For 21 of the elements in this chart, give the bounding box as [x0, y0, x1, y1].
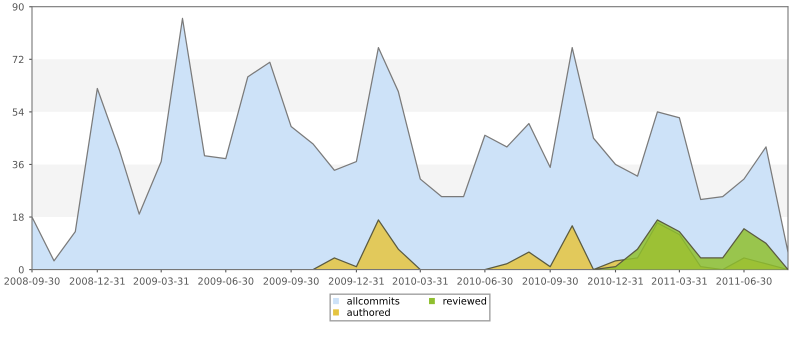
- x-tick-label: 2010-09-30: [522, 277, 578, 285]
- y-tick-label: 0: [18, 266, 24, 274]
- x-tick-label: 2008-09-30: [4, 277, 60, 285]
- x-tick-label: 2011-06-30: [716, 277, 772, 285]
- x-tick-label: 2009-03-31: [134, 277, 189, 285]
- y-tick-label: 72: [12, 56, 24, 64]
- y-tick-label: 36: [12, 160, 24, 168]
- x-tick-label: 2009-06-30: [198, 277, 254, 285]
- x-tick-label: 2011-03-31: [652, 277, 707, 285]
- y-tick-label: 90: [12, 3, 24, 11]
- legend-label: allcommits: [347, 297, 400, 305]
- x-tick-label: 2009-09-30: [264, 277, 319, 285]
- x-tick-label: 2010-12-31: [588, 277, 643, 285]
- x-tick-label: 2010-03-31: [392, 277, 448, 285]
- x-tick-label: 2010-06-30: [457, 277, 512, 285]
- legend-label: authored: [347, 308, 390, 316]
- y-tick-label: 54: [12, 108, 24, 116]
- x-tick-label: 2008-12-31: [70, 277, 125, 285]
- legend-label: reviewed: [444, 297, 486, 305]
- y-tick-label: 18: [13, 214, 24, 221]
- x-tick-label: 2009-12-31: [328, 277, 384, 285]
